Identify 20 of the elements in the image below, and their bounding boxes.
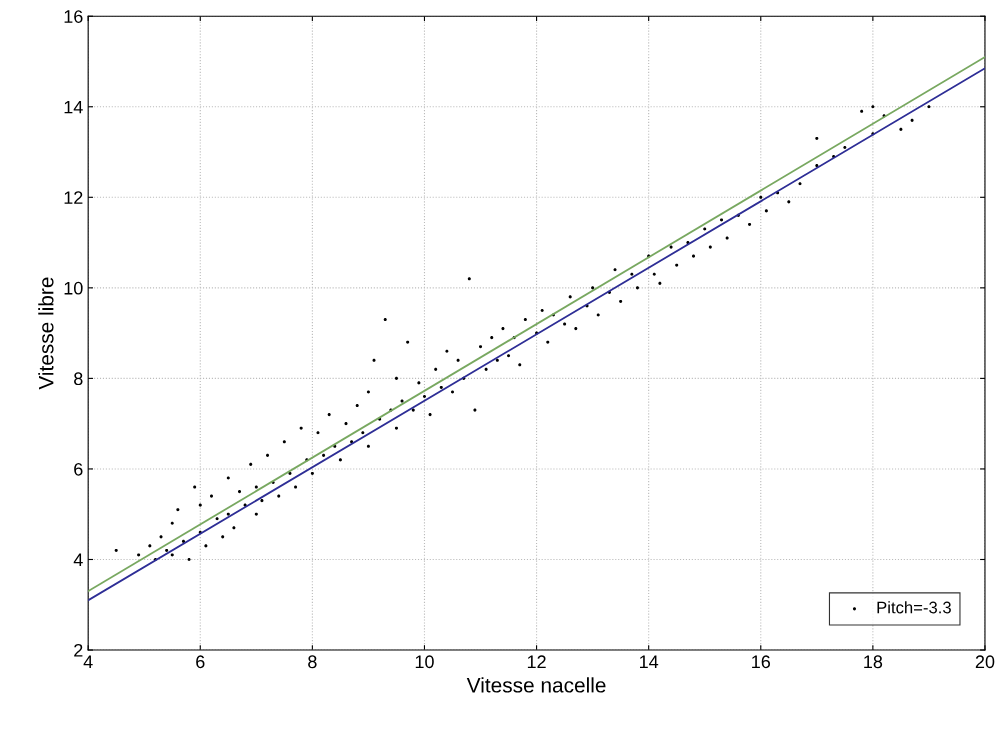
x-tick-label: 8 — [308, 655, 317, 669]
x-tick-label: 16 — [752, 655, 771, 669]
y-tick-label: 6 — [74, 462, 83, 476]
x-tick-label: 6 — [196, 655, 205, 669]
y-axis-title: Vitesse libre — [38, 277, 54, 390]
y-tick-label: 16 — [64, 10, 83, 23]
x-tick-label: 20 — [975, 655, 995, 669]
x-tick-label: 4 — [83, 655, 93, 668]
x-tick-label: 18 — [864, 655, 883, 669]
y-tick-label: 14 — [64, 100, 83, 114]
y-tick-label: 2 — [74, 643, 83, 657]
x-axis-title: Vitesse nacelle — [466, 677, 606, 693]
y-tick-label: 10 — [64, 281, 83, 295]
y-tick-label: 4 — [73, 553, 83, 567]
y-tick-label: 8 — [74, 372, 83, 386]
y-tick-label: 12 — [64, 191, 83, 204]
x-tick-label: 12 — [527, 655, 546, 668]
x-tick-label: 14 — [640, 655, 659, 668]
x-tick-label: 10 — [415, 655, 434, 669]
legend-label: Pitch=-3.3 — [877, 601, 951, 614]
